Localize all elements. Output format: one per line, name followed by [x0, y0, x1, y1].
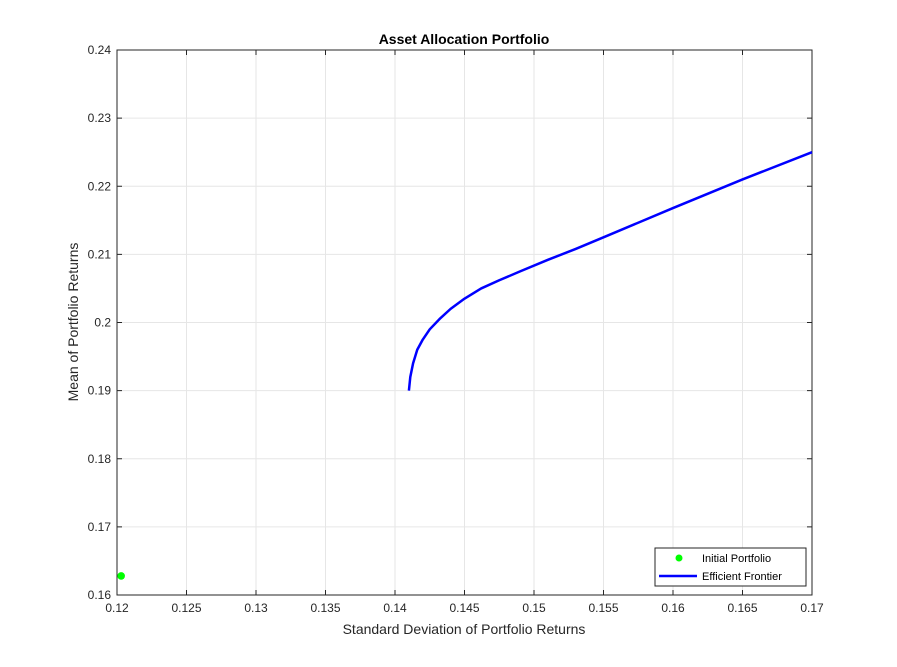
- x-tick-label: 0.17: [800, 601, 824, 615]
- legend-label-efficient-frontier: Efficient Frontier: [702, 571, 782, 583]
- chart-title: Asset Allocation Portfolio: [379, 31, 550, 47]
- y-tick-label: 0.19: [88, 384, 112, 398]
- x-tick-label: 0.125: [171, 601, 201, 615]
- x-tick-label: 0.14: [383, 601, 407, 615]
- y-tick-label: 0.23: [88, 111, 112, 125]
- legend-label-initial-portfolio: Initial Portfolio: [702, 553, 771, 565]
- y-axis-ticks: 0.16 0.17 0.18 0.19 0.2 0.21 0.22 0.23 0.24: [88, 43, 812, 602]
- y-tick-label: 0.22: [88, 179, 112, 193]
- x-tick-label: 0.13: [244, 601, 268, 615]
- legend-box: [654, 547, 807, 587]
- x-tick-label: 0.165: [727, 601, 757, 615]
- grid-lines: [116, 49, 813, 596]
- legend: Initial Portfolio Efficient Frontier: [654, 547, 807, 587]
- series-layer: [117, 151, 813, 580]
- x-tick-label: 0.155: [588, 601, 618, 615]
- y-axis-title: Mean of Portfolio Returns: [65, 243, 81, 402]
- y-tick-label: 0.17: [88, 520, 112, 534]
- x-tick-label: 0.145: [449, 601, 479, 615]
- y-tick-label: 0.18: [88, 452, 112, 466]
- x-axis-title: Standard Deviation of Portfolio Returns: [343, 621, 586, 637]
- efficient-frontier-line: [407, 151, 813, 391]
- x-tick-label: 0.15: [522, 601, 546, 615]
- x-tick-label: 0.16: [661, 601, 685, 615]
- y-tick-label: 0.16: [88, 588, 112, 602]
- initial-portfolio-point: [117, 572, 125, 580]
- y-tick-label: 0.21: [88, 247, 112, 261]
- x-tick-label: 0.135: [310, 601, 340, 615]
- legend-marker-initial-portfolio: [675, 554, 683, 562]
- y-tick-label: 0.2: [94, 316, 111, 330]
- x-axis-ticks: 0.12 0.125 0.13 0.135 0.14 0.145 0.15 0.155 0.16…: [105, 50, 824, 615]
- x-tick-label: 0.12: [105, 601, 129, 615]
- y-tick-label: 0.24: [88, 43, 112, 57]
